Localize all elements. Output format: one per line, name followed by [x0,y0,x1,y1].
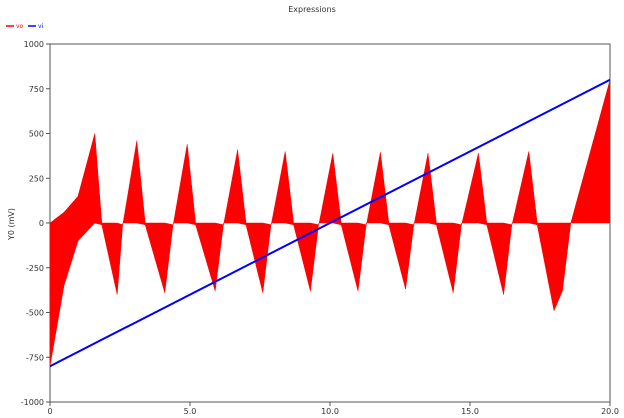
y-tick-label: -750 [26,353,44,362]
series-vi-line [50,78,610,368]
legend-item-vo: vo [6,23,24,30]
y-tick-label: 0 [39,219,44,228]
y-tick-label: -1000 [21,398,44,407]
plot-area [49,43,611,403]
y-tick-label: 750 [29,85,44,94]
y-tick-label: -500 [26,309,44,318]
y-tick-label: -250 [26,264,44,273]
legend: vo vi [6,23,44,30]
x-tick-label: 10.0 [321,407,339,416]
y-tick-label: 500 [29,130,44,139]
x-tick-label: 15.0 [461,407,479,416]
x-tick-label: 5.0 [184,407,197,416]
y-tick-label: 250 [29,174,44,183]
legend-label: vi [38,23,44,30]
y-tick-label: 1000 [24,40,44,49]
y-axis-label: Y0 (mV) [7,208,16,241]
legend-label: vo [16,23,24,30]
x-tick-label: 20.0 [601,407,619,416]
legend-item-vi: vi [28,23,44,30]
y-axis: 1000 750 500 250 0 -250 -500 -750 -1000 [21,40,50,407]
x-axis: 0 5.0 10.0 15.0 20.0 [47,402,619,416]
chart-title: Expressions [288,5,336,14]
x-tick-label: 0 [47,407,52,416]
